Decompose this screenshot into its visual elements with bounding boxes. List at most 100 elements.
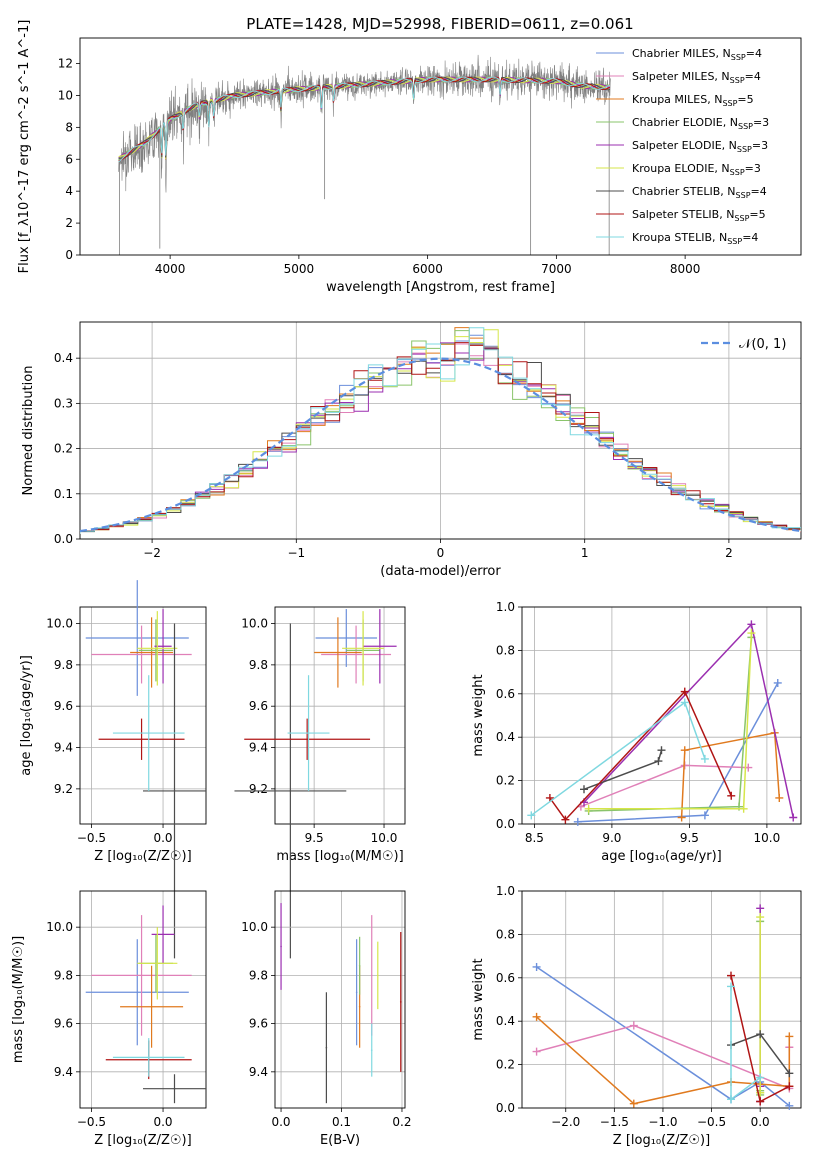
x-tick-label: 9.5: [680, 831, 699, 845]
y-tick-label: 9.4: [249, 741, 268, 755]
y-tick-label: 4: [65, 184, 73, 198]
weight-marker: [584, 804, 593, 813]
y-tick-label: 9.2: [54, 782, 73, 796]
data-point: [155, 649, 157, 652]
y-tick-label: 6: [65, 152, 73, 166]
weight-marker: [532, 1012, 541, 1021]
x-tick-label: −0.5: [77, 831, 106, 845]
weight-line-kroupa-elodie: [588, 632, 753, 810]
data-point: [173, 1087, 176, 1090]
x-tick-label: 9.5: [305, 831, 324, 845]
legend-subscript: SSP: [734, 214, 749, 223]
legend-count: =5: [749, 208, 765, 221]
x-tick-label: 0.2: [392, 1115, 411, 1129]
legend-text: Kroupa STELIB, N: [632, 231, 727, 244]
data-point: [150, 1005, 153, 1008]
x-axis-label: mass [log₁₀(M/M☉)]: [276, 849, 403, 864]
y-tick-label: 1.0: [496, 600, 515, 614]
y-tick-label: 0.0: [496, 1101, 515, 1115]
weight-marker: [727, 971, 736, 980]
legend-entry: Kroupa ELODIE, NSSP=3: [632, 162, 761, 177]
x-axis-label: Z [log₁₀(Z/Z☉)]: [613, 1133, 710, 1148]
weight-marker: [700, 754, 709, 763]
legend-count: =4: [745, 70, 761, 83]
legend-text: Kroupa ELODIE, N: [632, 162, 730, 175]
x-tick-label: 10.0: [754, 831, 781, 845]
data-point: [140, 974, 143, 977]
x-tick-label: −1.5: [600, 1115, 629, 1129]
y-axis-label: age [log₁₀(age/yr)]: [19, 655, 34, 776]
y-tick-label: 9.6: [54, 1017, 73, 1031]
mass-vs-metallicity-panel: −0.5 0.0 9.4 9.6 9.8 10.0 Z [log₁₀(Z/Z☉)] mass …: [11, 890, 207, 1148]
legend-text: Salpeter MILES, N: [632, 70, 730, 83]
model-spectrum-kroupa-stelib: [118, 76, 611, 163]
y-tick-label: 9.6: [249, 1017, 268, 1031]
age-vs-metallicity-panel: −0.5 0.0 9.2 9.4 9.6 9.8 10.0 Z [log₁₀(Z/Z☉)] ag…: [19, 580, 207, 959]
weight-marker: [727, 791, 736, 800]
legend-entry: Kroupa STELIB, NSSP=4: [632, 231, 758, 246]
legend-subscript: SSP: [737, 145, 752, 154]
legend-subscript: SSP: [727, 237, 742, 246]
data-point: [370, 974, 373, 977]
normal-curve: [79, 357, 802, 533]
data-point: [355, 653, 357, 656]
y-tick-label: 2: [65, 216, 73, 230]
legend-text: Kroupa MILES, N: [632, 93, 722, 106]
legend-count: =3: [752, 139, 768, 152]
data-point: [140, 738, 143, 741]
data-point: [379, 645, 381, 648]
y-tick-label: 0.4: [496, 1014, 515, 1028]
data-point: [306, 738, 308, 741]
data-point: [156, 647, 159, 650]
weight-marker: [727, 1095, 736, 1104]
x-tick-label: 9.0: [602, 831, 621, 845]
x-tick-label: −0.5: [77, 1115, 106, 1129]
weight-marker: [700, 811, 709, 820]
weight-vs-metallicity-panel: −2.0 −1.5 −1.0 −0.5 0.0 0.0 0.2 0.4 0.6 0.8 1.0 Z […: [471, 884, 802, 1148]
weight-line-salpeter-elodie: [583, 622, 794, 818]
x-tick-label: −1: [287, 546, 305, 560]
weight-line-salpeter-stelib: [549, 690, 732, 821]
legend-entry: Chabrier MILES, NSSP=4: [632, 47, 762, 62]
data-point: [162, 933, 164, 936]
weight-marker: [680, 687, 689, 696]
weight-marker: [561, 815, 570, 824]
data-point: [289, 790, 292, 792]
y-axis-label: Normed distribution: [21, 366, 36, 496]
weight-marker: [785, 1101, 794, 1110]
data-point: [147, 732, 150, 734]
legend-count: =4: [746, 47, 762, 60]
weight-marker: [756, 1097, 765, 1106]
x-tick-label: 6000: [412, 262, 443, 276]
legend-subscript: SSP: [730, 76, 745, 85]
x-tick-label: 10.0: [371, 831, 398, 845]
y-tick-label: 0.2: [54, 442, 73, 456]
axes-frame: [79, 890, 207, 1109]
weight-marker: [545, 793, 554, 802]
axes-frame: [274, 890, 406, 1109]
y-tick-label: 12: [58, 57, 73, 71]
legend-count: =3: [753, 116, 769, 129]
x-tick-label: 1: [581, 546, 589, 560]
x-tick-label: 4000: [155, 262, 186, 276]
y-axis-label: mass weight: [471, 674, 486, 756]
weight-line-salpeter-miles: [580, 764, 749, 808]
legend-subscript: SSP: [722, 99, 737, 108]
axes-frame: [79, 321, 802, 540]
x-axis-label: Z [log₁₀(Z/Z☉)]: [94, 849, 191, 864]
data-point: [355, 991, 358, 994]
x-tick-label: 7000: [541, 262, 572, 276]
weight-marker: [756, 904, 765, 913]
data-point: [156, 962, 159, 965]
mass-vs-extinction-panel: 0.0 0.1 0.2 9.4 9.6 9.8 10.0 E(B-V): [241, 890, 412, 1148]
y-tick-label: 0.6: [496, 971, 515, 985]
y-tick-label: 9.6: [54, 699, 73, 713]
x-axis-label: Z [log₁₀(Z/Z☉)]: [94, 1133, 191, 1148]
x-tick-label: 0.0: [751, 1115, 770, 1129]
legend-entry: Salpeter MILES, NSSP=4: [632, 70, 761, 85]
weight-marker: [747, 620, 756, 629]
grid-layer: −2 −1 0 1 2 0.0 0.1 0.2 0.3 0.4 (data-model)/error…: [21, 321, 802, 579]
x-tick-label: 0.0: [153, 1115, 172, 1129]
y-tick-label: 9.8: [249, 968, 268, 982]
y-tick-label: 0.0: [496, 817, 515, 831]
